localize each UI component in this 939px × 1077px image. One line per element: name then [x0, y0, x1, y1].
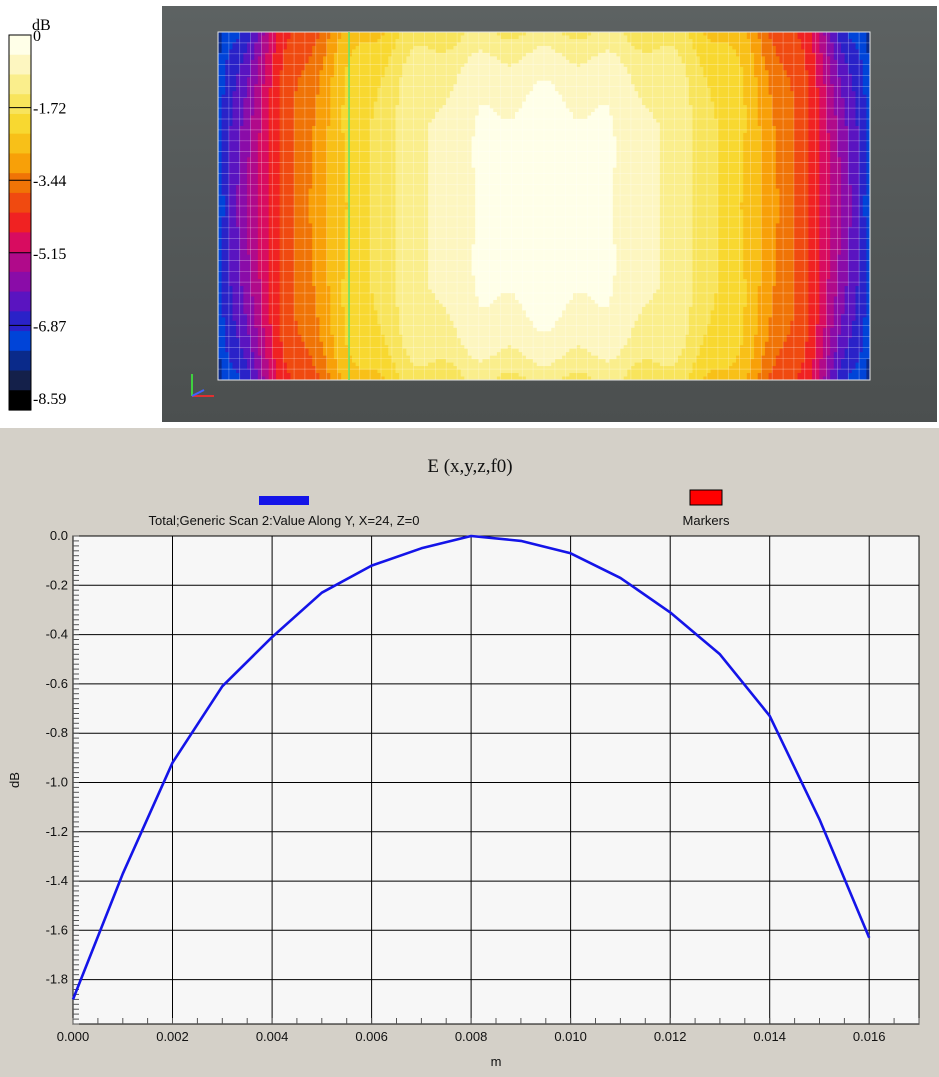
- colorbar-unit: dB: [32, 17, 51, 34]
- y-tick-label: -0.2: [46, 577, 68, 592]
- y-tick-label: -1.2: [46, 824, 68, 839]
- chart-title: E (x,y,z,f0): [427, 456, 512, 477]
- colorbar-swatch: [9, 212, 31, 233]
- x-tick-labels: 0.000 0.002 0.004 0.006 0.008 0.010 0.012 0.014…: [57, 1029, 886, 1044]
- colorbar-swatch: [9, 94, 31, 115]
- colorbar: dB 0 -1.72 -3.44 -5.15 -6.87 -8.59: [8, 17, 66, 411]
- mesh-grid: [217, 31, 871, 381]
- axis-triad-icon: [191, 374, 214, 397]
- colorbar-tick-label: -5.15: [33, 246, 66, 263]
- colorbar-swatch: [9, 232, 31, 253]
- minor-ticks: [72, 535, 920, 1025]
- colorbar-tick-label: -1.72: [33, 101, 66, 118]
- y-tick-label: -0.4: [46, 627, 68, 642]
- colorbar-swatch: [9, 350, 31, 372]
- x-tick-label: 0.000: [57, 1029, 90, 1044]
- y-tick-label: -1.6: [46, 922, 68, 937]
- x-tick-label: 0.002: [156, 1029, 189, 1044]
- field-distribution-plot[interactable]: [162, 6, 937, 422]
- y-tick-label: -0.6: [46, 676, 68, 691]
- series-layer: [71, 534, 871, 1000]
- colorbar-swatch: [9, 331, 31, 352]
- 3d-viewport[interactable]: [162, 6, 937, 422]
- y-tick-label: -0.8: [46, 725, 68, 740]
- y-axis-label: dB: [7, 772, 22, 788]
- colorbar-swatch: [9, 370, 31, 391]
- line-plot-panel: E (x,y,z,f0) Total;Generic Scan 2:Value …: [0, 428, 939, 1077]
- field-cells: [218, 32, 871, 381]
- colorbar-swatch: [9, 54, 31, 76]
- series-line: [71, 534, 871, 1000]
- plot-area: [72, 535, 920, 1025]
- y-tick-label: -1.4: [46, 873, 68, 888]
- field-border: [217, 31, 871, 381]
- colorbar-swatch: [9, 74, 31, 95]
- colorbar-swatch: [9, 311, 31, 332]
- x-tick-label: 0.006: [355, 1029, 388, 1044]
- colorbar-swatch: [9, 291, 31, 312]
- colorbar-swatch: [9, 192, 31, 214]
- colorbar-swatch: [9, 153, 31, 174]
- colorbar-swatch: [9, 252, 31, 273]
- colorbar-tick-label: 0: [33, 28, 41, 45]
- x-tick-label: 0.010: [554, 1029, 587, 1044]
- colorbar-tick-label: -3.44: [33, 173, 66, 190]
- legend-swatch-markers: [689, 489, 723, 506]
- colorbar-swatch: [9, 35, 31, 56]
- colorbar-swatch: [9, 113, 31, 135]
- x-tick-label: 0.016: [853, 1029, 886, 1044]
- line-chart: E (x,y,z,f0) Total;Generic Scan 2:Value …: [7, 456, 920, 1069]
- y-tick-label: -1.8: [46, 972, 68, 987]
- legend-swatch-total: [259, 496, 309, 505]
- y-tick-labels: 0.0 -0.2 -0.4 -0.6 -0.8 -1.0 -1.2 -1.4 -1.6 -1.8: [46, 528, 68, 987]
- x-tick-label: 0.004: [256, 1029, 289, 1044]
- colorbar-tick-label: -8.59: [33, 391, 66, 408]
- field-view-panel: dB 0 -1.72 -3.44 -5.15 -6.87 -8.59: [0, 0, 939, 425]
- legend-label-markers: Markers: [683, 513, 730, 528]
- colorbar-tick-label: -6.87: [33, 318, 66, 335]
- x-tick-label: 0.012: [654, 1029, 687, 1044]
- x-axis-label: m: [491, 1054, 502, 1069]
- colorbar-swatch: [9, 390, 31, 411]
- y-tick-label: -1.0: [46, 775, 68, 790]
- colorbar-swatch: [9, 271, 31, 293]
- colorbar-swatch: [9, 173, 31, 194]
- x-tick-label: 0.008: [455, 1029, 488, 1044]
- y-tick-label: 0.0: [50, 528, 68, 543]
- colorbar-swatch: [9, 133, 31, 155]
- legend-label-total: Total;Generic Scan 2:Value Along Y, X=24…: [148, 513, 419, 528]
- x-tick-label: 0.014: [753, 1029, 786, 1044]
- colorbar-legend: dB 0 -1.72 -3.44 -5.15 -6.87 -8.59: [0, 0, 150, 425]
